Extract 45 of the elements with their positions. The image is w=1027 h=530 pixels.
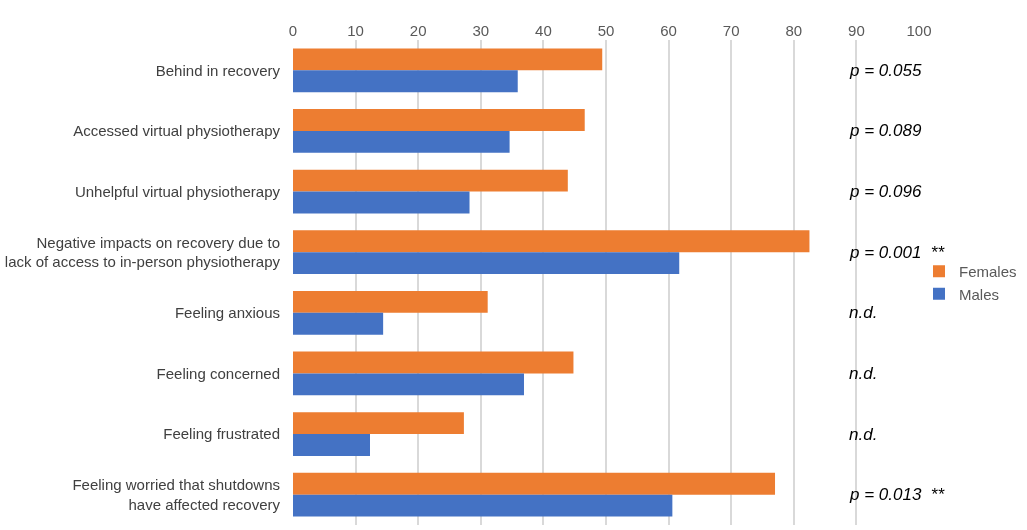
y-tick-label: Unhelpful virtual physiotherapy [74, 182, 281, 200]
bar [293, 48, 603, 71]
annotation: p = 0.013 ** [849, 485, 946, 504]
bar [293, 290, 488, 313]
annotation: n.d. [849, 425, 878, 444]
y-tick-label: Behind in recovery [155, 61, 281, 79]
x-tick-label: 60 [660, 22, 677, 39]
x-tick-label: 50 [597, 22, 615, 39]
legend-label: Females [959, 263, 1017, 281]
annotation: p = 0.055 [849, 61, 922, 80]
annotation: n.d. [849, 364, 878, 383]
bar [293, 191, 470, 214]
legend-label: Males [959, 285, 1000, 303]
y-tick-label: Negative impacts on recovery due to lack of access to in-person physiotherapy [4, 233, 281, 271]
bar [293, 312, 384, 335]
bar [293, 230, 810, 253]
bar [293, 169, 568, 192]
bar [293, 109, 585, 131]
bar [293, 412, 464, 435]
bar [293, 351, 574, 374]
y-tick-label: Feeling frustrated [163, 425, 280, 443]
x-tick-label: 90 [848, 22, 865, 39]
bar [293, 130, 510, 153]
x-tick-label: 0 [288, 22, 298, 39]
x-tick-label: 20 [409, 22, 427, 39]
y-tick-label: Feeling concerned [156, 364, 280, 382]
y-tick-label: Feeling worried that shutdowns have affected recovery [72, 476, 281, 513]
bar [293, 472, 776, 495]
annotation: p = 0.001 ** [849, 243, 946, 262]
bar [293, 252, 680, 275]
x-tick-label: 100 [906, 22, 932, 39]
bar [293, 70, 518, 93]
bar [293, 434, 370, 456]
annotation: n.d. [849, 303, 878, 322]
x-tick-label: 30 [472, 22, 490, 39]
x-tick-label: 70 [722, 22, 740, 39]
x-tick-label: 10 [347, 22, 364, 39]
bar [293, 494, 673, 517]
annotation: p = 0.089 [849, 121, 922, 140]
x-tick-label: 80 [785, 22, 803, 39]
y-tick-label: Accessed virtual physiotherapy [73, 122, 281, 140]
x-tick-label: 40 [535, 22, 552, 39]
bar [293, 373, 524, 396]
y-tick-label: Feeling anxious [174, 304, 280, 322]
annotation: p = 0.096 [849, 182, 922, 201]
